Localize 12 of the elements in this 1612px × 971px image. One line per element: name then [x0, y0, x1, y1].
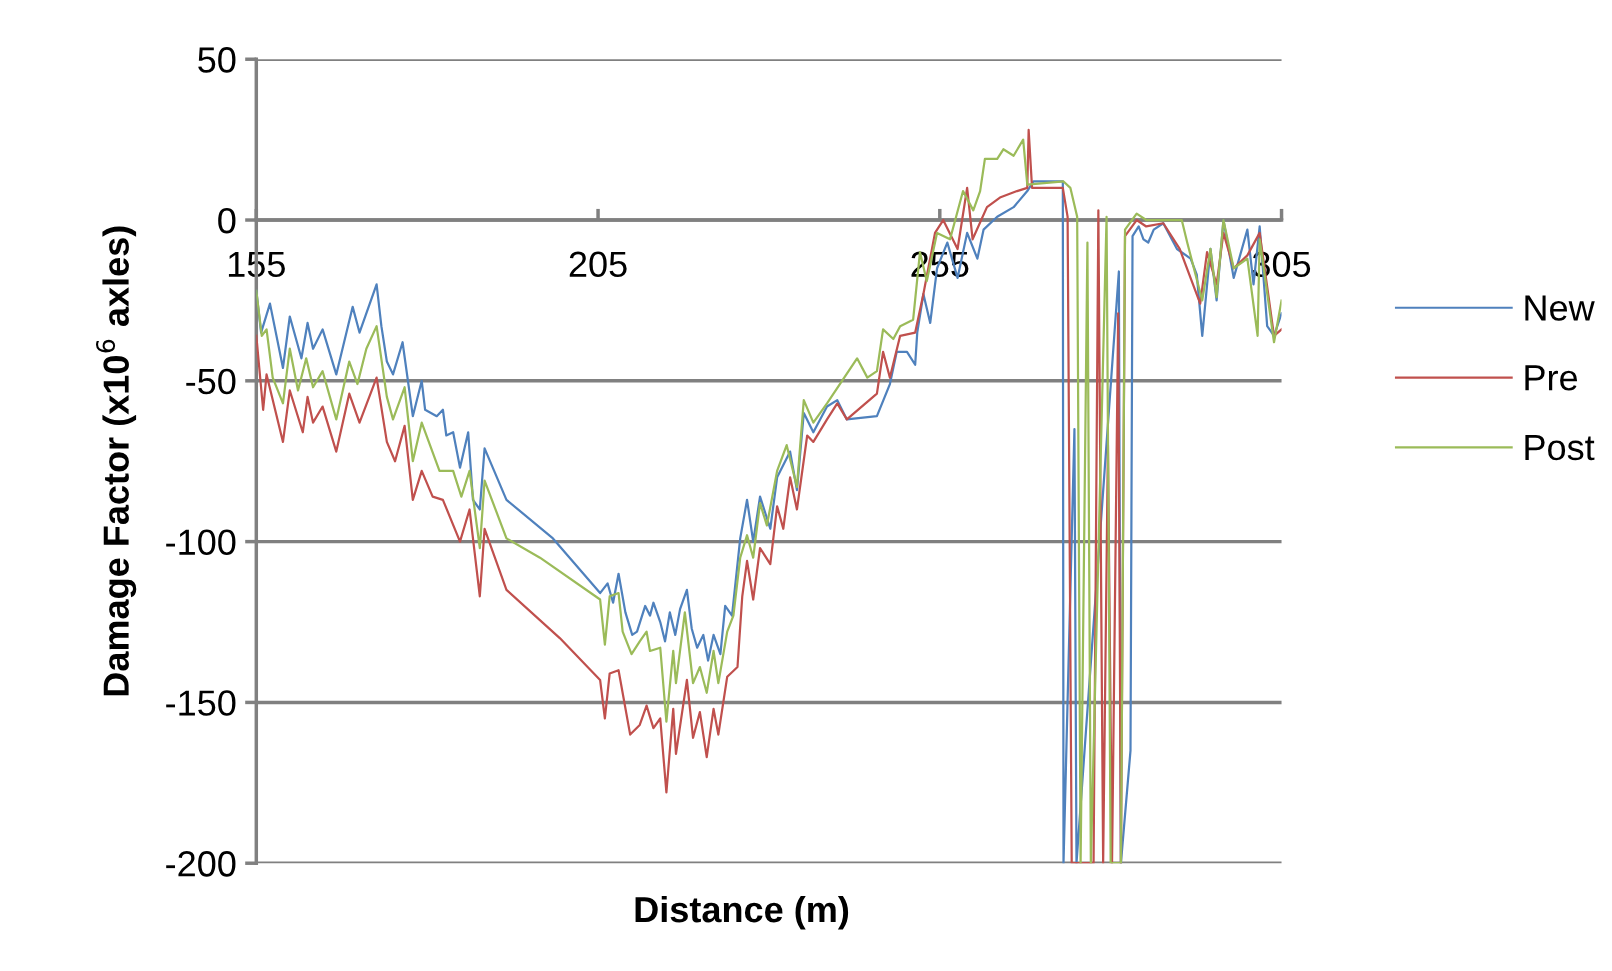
x-tick-label: 205: [569, 251, 627, 278]
y-tick-label: -50: [186, 368, 236, 395]
legend-label: Pre: [1525, 365, 1578, 391]
y-axis-title: Damage Factor (x10$^{6}$ axles): [96, 226, 137, 696]
y-tick-label: 50: [198, 47, 236, 73]
legend-label: New: [1525, 295, 1595, 321]
x-axis-title: Distance (m): [635, 895, 849, 930]
y-tick-label: -150: [166, 690, 236, 716]
y-tick-label: -100: [166, 529, 236, 556]
legend-label: Post: [1525, 435, 1595, 461]
y-tick-label: -200: [166, 851, 236, 877]
y-tick-label: 0: [218, 207, 236, 234]
